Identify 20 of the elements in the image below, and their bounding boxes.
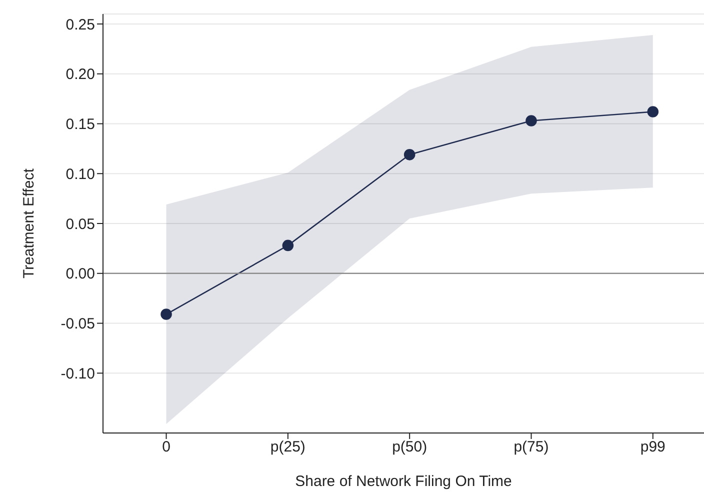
- x-tick-label: p(25): [270, 438, 306, 456]
- point: [160, 308, 172, 320]
- x-tick-label: p(75): [514, 438, 549, 456]
- x-tick-label: p99: [640, 438, 666, 456]
- y-tick-label: 0.05: [66, 216, 95, 233]
- x-tick-label: p(50): [392, 438, 428, 456]
- point: [526, 115, 537, 126]
- x-axis-title: Share of Network Filing On Time: [295, 473, 512, 490]
- y-tick-label: 0.25: [66, 16, 95, 34]
- y-tick-label: -0.05: [60, 316, 95, 333]
- y-tick-label: 0.15: [66, 116, 95, 134]
- y-tick-label: 0.00: [66, 266, 95, 283]
- y-tick-label: 0.20: [66, 66, 95, 84]
- y-tick-label: -0.10: [60, 365, 95, 382]
- point: [647, 106, 659, 118]
- y-axis-title: Treatment Effect: [20, 168, 38, 279]
- x-tick-label: 0: [162, 438, 170, 456]
- point: [282, 240, 294, 252]
- y-tick-label: 0.10: [66, 166, 95, 183]
- point: [404, 149, 416, 160]
